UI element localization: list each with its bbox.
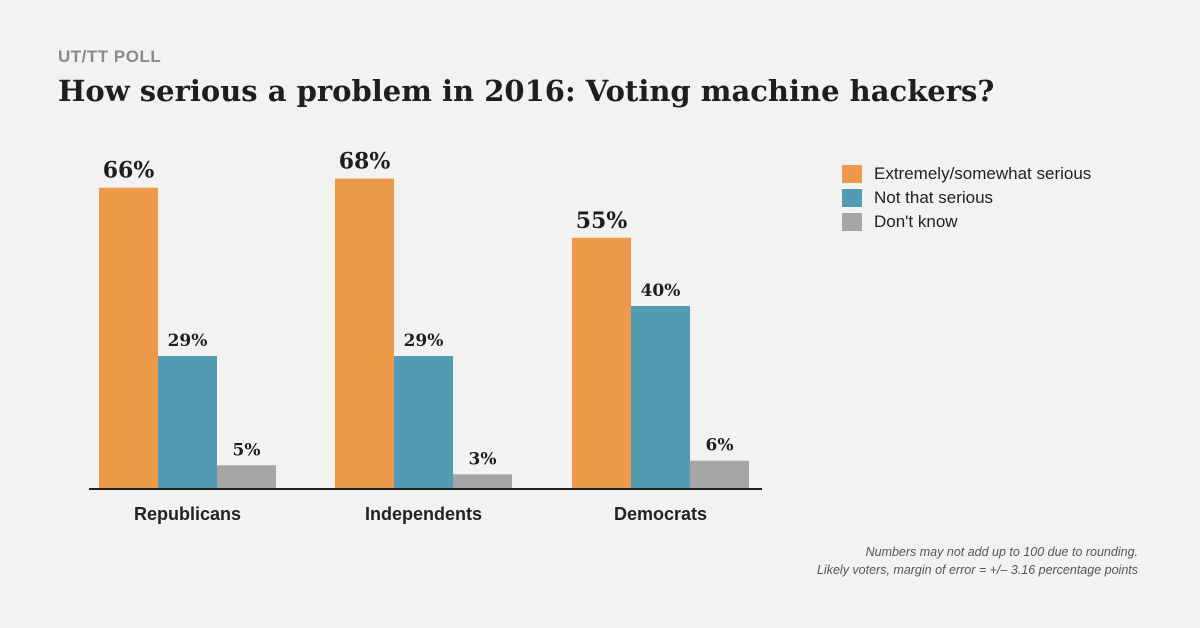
data-label-independents-not-serious: 29%	[404, 331, 444, 351]
category-labels: Republicans Independents Democrats	[134, 504, 707, 524]
category-label-democrats: Democrats	[614, 504, 707, 524]
legend-swatch-dont-know	[842, 213, 862, 231]
chart-title: How serious a problem in 2016: Voting ma…	[58, 74, 995, 108]
data-label-democrats-dont-know: 6%	[706, 436, 734, 456]
footnote-line-1: Numbers may not add up to 100 due to rou…	[865, 545, 1138, 559]
legend-label-dont-know: Don't know	[874, 212, 958, 231]
footnote-line-2: Likely voters, margin of error = +/– 3.1…	[816, 563, 1138, 577]
data-label-republicans-dont-know: 5%	[233, 440, 261, 460]
bar-democrats-not-serious	[631, 306, 690, 488]
bar-republicans-not-serious	[158, 356, 217, 488]
data-label-independents-dont-know: 3%	[469, 449, 497, 469]
bar-democrats-serious	[572, 237, 631, 488]
chart-kicker: UT/TT POLL	[58, 47, 162, 66]
legend-item-serious: Extremely/somewhat serious	[842, 162, 1091, 186]
legend-item-not-serious: Not that serious	[842, 186, 1091, 210]
bar-republicans-dont-know	[217, 465, 276, 488]
bar-independents-not-serious	[394, 356, 453, 488]
legend-label-not-serious: Not that serious	[874, 188, 994, 207]
legend-swatch-serious	[842, 165, 862, 183]
data-label-republicans-serious: 66%	[103, 158, 155, 184]
bars-group: 66% 29% 5% 68% 29% 3% 55% 40% 6%	[99, 149, 749, 488]
data-label-independents-serious: 68%	[339, 149, 391, 175]
data-label-democrats-not-serious: 40%	[641, 281, 681, 301]
bar-republicans-serious	[99, 187, 158, 488]
category-label-independents: Independents	[365, 504, 482, 524]
legend-swatch-not-serious	[842, 189, 862, 207]
bar-democrats-dont-know	[690, 460, 749, 488]
footnote: Numbers may not add up to 100 due to rou…	[817, 543, 1138, 579]
data-label-democrats-serious: 55%	[576, 208, 628, 234]
data-label-republicans-not-serious: 29%	[168, 331, 208, 351]
legend: Extremely/somewhat serious Not that seri…	[842, 162, 1091, 234]
bar-independents-dont-know	[453, 474, 512, 488]
bar-independents-serious	[335, 178, 394, 488]
category-label-republicans: Republicans	[134, 504, 241, 524]
legend-label-serious: Extremely/somewhat serious	[874, 164, 1092, 183]
legend-item-dont-know: Don't know	[842, 210, 1091, 234]
